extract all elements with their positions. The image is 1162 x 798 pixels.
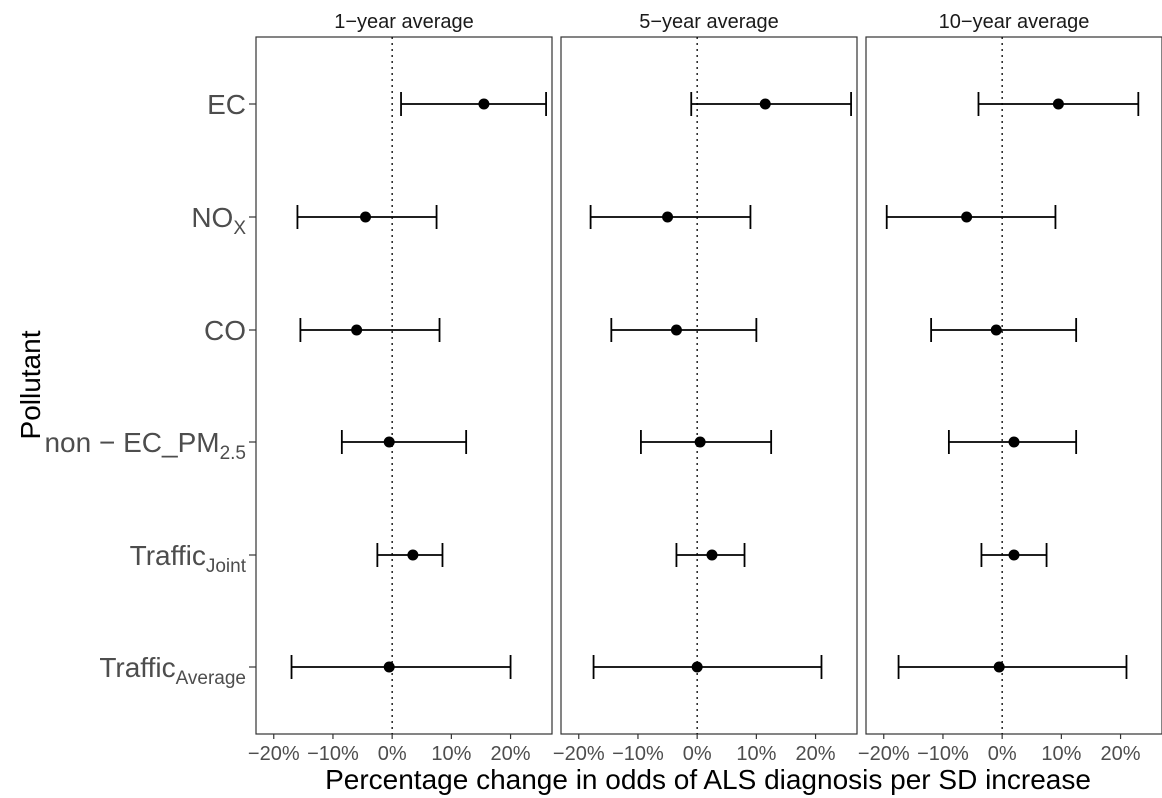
point-estimate xyxy=(706,549,718,561)
y-axis-labels: EC NOX CO non − EC_PM2.5 TrafficJoint Traffic… xyxy=(44,89,256,689)
panel-title: 1−year average xyxy=(334,11,474,33)
estimate-row xyxy=(930,318,1078,342)
point-estimate xyxy=(478,98,490,110)
x-tick-label: 0% xyxy=(378,743,407,765)
panel-frame xyxy=(865,36,1162,735)
x-tick-label: 10% xyxy=(736,743,776,765)
x-tick-label: −10% xyxy=(307,743,359,765)
estimate-row xyxy=(610,318,758,342)
y-tick-label: TrafficJoint xyxy=(130,540,247,577)
x-tick-label: −10% xyxy=(612,743,664,765)
x-tick-label: 20% xyxy=(1101,743,1141,765)
point-estimate xyxy=(990,324,1002,336)
panel-title: 10−year average xyxy=(939,11,1090,33)
point-estimate xyxy=(670,324,682,336)
estimate-row xyxy=(640,430,773,454)
y-tick-label: TrafficAverage xyxy=(99,652,246,689)
estimate-row xyxy=(340,430,468,454)
panel-frame xyxy=(255,36,553,735)
panel-1: 1−year average −20% −10% 0% 10% 20% xyxy=(248,11,553,765)
estimate-row xyxy=(592,655,823,679)
panel-frame xyxy=(560,36,858,735)
estimate-row xyxy=(299,318,441,342)
point-estimate xyxy=(691,661,703,673)
y-axis-title: Pollutant xyxy=(15,330,46,439)
panels: 1−year average−20% −10% 0% 10% 20%5−year ave… xyxy=(248,11,1162,765)
x-tick-label: −10% xyxy=(917,743,969,765)
estimate-row xyxy=(885,205,1057,229)
estimate-row xyxy=(589,205,752,229)
estimate-row xyxy=(947,430,1078,454)
point-estimate xyxy=(961,211,973,223)
x-tick-label: 20% xyxy=(796,743,836,765)
estimate-row xyxy=(980,543,1048,567)
x-tick-label: 10% xyxy=(1041,743,1081,765)
point-estimate xyxy=(1008,436,1020,448)
x-tick-label: −20% xyxy=(553,743,605,765)
point-estimate xyxy=(1008,549,1020,561)
y-tick-label: NOX xyxy=(191,202,246,239)
x-tick-label: −20% xyxy=(248,743,300,765)
estimate-row xyxy=(400,92,547,116)
estimate-row xyxy=(290,655,512,679)
y-tick-label: EC xyxy=(207,89,246,120)
x-tick-label: −20% xyxy=(858,743,910,765)
point-estimate xyxy=(993,661,1005,673)
estimate-row xyxy=(376,543,444,567)
x-tick-label: 0% xyxy=(988,743,1017,765)
y-tick-label: non − EC_PM2.5 xyxy=(44,427,246,464)
estimate-row xyxy=(897,655,1128,679)
estimate-row xyxy=(977,92,1140,116)
point-estimate xyxy=(360,211,372,223)
point-estimate xyxy=(759,98,771,110)
estimate-row xyxy=(296,205,438,229)
point-estimate xyxy=(383,661,395,673)
point-estimate xyxy=(383,436,395,448)
panel-2: 5−year average −20% −10% 0% 10% 20% xyxy=(553,11,858,765)
y-tick-label: CO xyxy=(204,315,246,346)
panel-3: 10−year average −20% −10% 0% 10% 20% xyxy=(858,11,1162,765)
panel-title: 5−year average xyxy=(639,11,779,33)
point-estimate xyxy=(662,211,674,223)
estimate-row xyxy=(690,92,852,116)
point-estimate xyxy=(407,549,419,561)
estimate-row xyxy=(675,543,746,567)
x-tick-label: 0% xyxy=(683,743,712,765)
point-estimate xyxy=(351,324,363,336)
x-tick-label: 20% xyxy=(491,743,531,765)
point-estimate xyxy=(1052,98,1064,110)
x-tick-label: 10% xyxy=(431,743,471,765)
point-estimate xyxy=(694,436,706,448)
x-axis-title: Percentage change in odds of ALS diagnos… xyxy=(325,764,1091,795)
